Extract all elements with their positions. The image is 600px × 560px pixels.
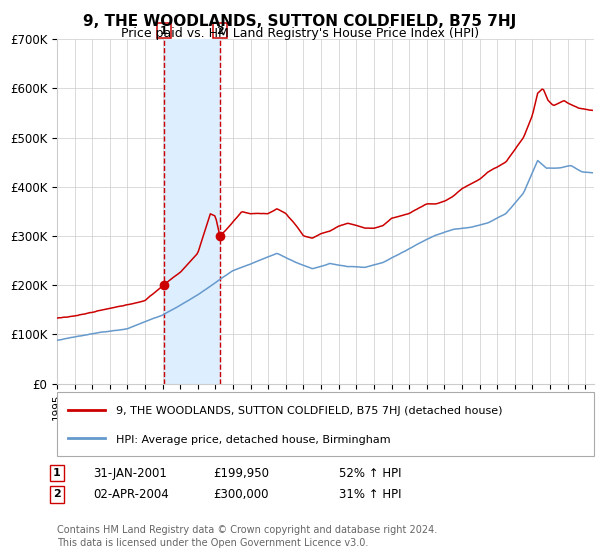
Text: Price paid vs. HM Land Registry's House Price Index (HPI): Price paid vs. HM Land Registry's House … — [121, 27, 479, 40]
Text: HPI: Average price, detached house, Birmingham: HPI: Average price, detached house, Birm… — [116, 435, 391, 445]
Text: 52% ↑ HPI: 52% ↑ HPI — [339, 466, 401, 480]
Text: 02-APR-2004: 02-APR-2004 — [93, 488, 169, 501]
Text: 9, THE WOODLANDS, SUTTON COLDFIELD, B75 7HJ: 9, THE WOODLANDS, SUTTON COLDFIELD, B75 … — [83, 14, 517, 29]
Text: £199,950: £199,950 — [213, 466, 269, 480]
Text: 2: 2 — [216, 26, 224, 36]
Text: 1: 1 — [53, 468, 61, 478]
Text: 1: 1 — [160, 26, 168, 36]
Text: Contains HM Land Registry data © Crown copyright and database right 2024.
This d: Contains HM Land Registry data © Crown c… — [57, 525, 437, 548]
FancyBboxPatch shape — [57, 392, 594, 456]
Text: 2: 2 — [53, 489, 61, 500]
Text: 31-JAN-2001: 31-JAN-2001 — [93, 466, 167, 480]
Text: 31% ↑ HPI: 31% ↑ HPI — [339, 488, 401, 501]
Bar — [164, 39, 220, 384]
Text: 9, THE WOODLANDS, SUTTON COLDFIELD, B75 7HJ (detached house): 9, THE WOODLANDS, SUTTON COLDFIELD, B75 … — [116, 407, 503, 416]
Text: £300,000: £300,000 — [213, 488, 269, 501]
